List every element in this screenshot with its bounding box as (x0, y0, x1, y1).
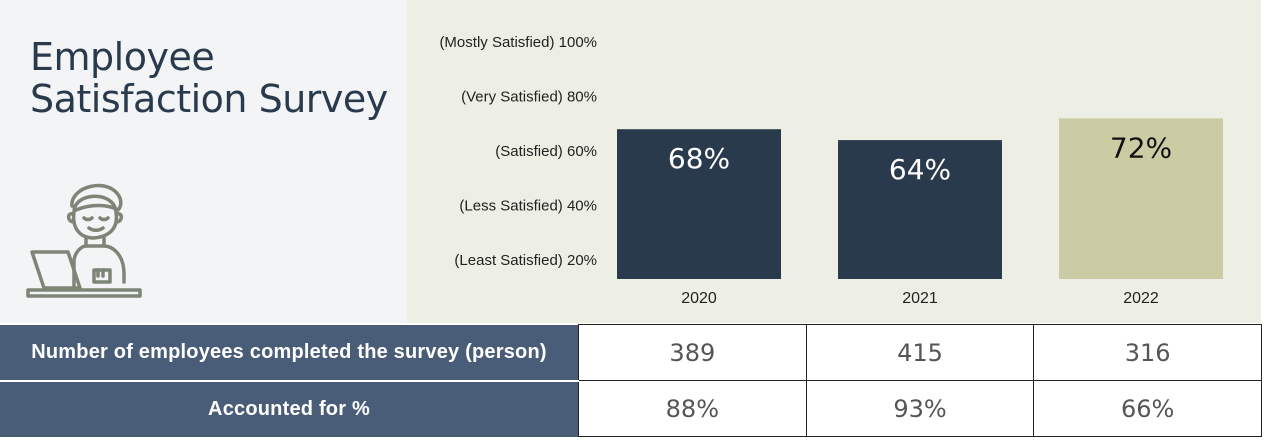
data-label: 72% (1110, 131, 1172, 164)
table-cell: 415 (805, 324, 1035, 381)
table-cell: 389 (578, 324, 807, 381)
x-tick-label: 2022 (1123, 290, 1159, 307)
row-header-employees-completed: Number of employees completed the survey… (0, 324, 579, 382)
y-tick-label: (Satisfied) 60% (495, 143, 597, 160)
table-row: Number of employees completed the survey… (0, 324, 1262, 382)
title-panel: Employee Satisfaction Survey (0, 0, 407, 323)
table-cell: 66% (1033, 380, 1262, 437)
table-cell: 93% (805, 380, 1035, 437)
page-title: Employee Satisfaction Survey (30, 35, 388, 121)
y-tick-label: (Least Satisfied) 20% (454, 252, 597, 269)
survey-stats-table: Number of employees completed the survey… (0, 324, 1262, 437)
data-label: 64% (889, 153, 951, 186)
y-tick-label: (Less Satisfied) 40% (459, 198, 597, 215)
person-at-laptop-icon (26, 183, 142, 298)
table-row: Accounted for % 88% 93% 66% (0, 380, 1262, 437)
y-tick-label: (Mostly Satisfied) 100% (439, 34, 597, 51)
bar-2021 (838, 140, 1002, 279)
chart-panel: (Mostly Satisfied) 100% (Very Satisfied) … (407, 0, 1261, 323)
bar-2020 (617, 129, 781, 279)
x-tick-label: 2021 (902, 290, 938, 307)
y-tick-label: (Very Satisfied) 80% (461, 89, 597, 106)
x-tick-label: 2020 (681, 290, 717, 307)
data-label: 68% (668, 142, 730, 175)
row-header-accounted-for: Accounted for % (0, 380, 579, 437)
table-cell: 88% (578, 380, 807, 437)
bar-chart: (Mostly Satisfied) 100% (Very Satisfied) … (439, 34, 1223, 307)
table-cell: 316 (1033, 324, 1262, 381)
bar-2022 (1059, 118, 1223, 279)
